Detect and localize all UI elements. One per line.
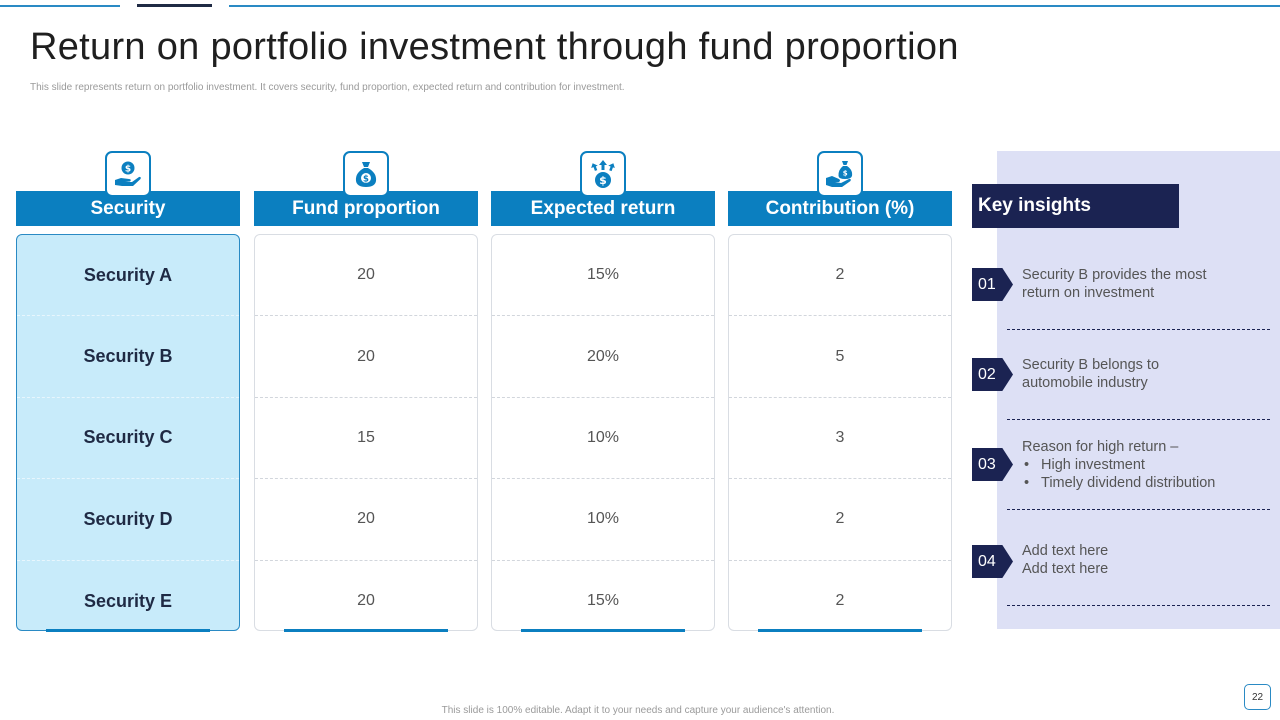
insight-text: Add text here Add text here	[1022, 542, 1108, 578]
insights-panel	[997, 151, 1280, 629]
table-cell: 2	[729, 235, 951, 317]
table-cell: Security B	[17, 316, 239, 398]
column-underline	[758, 629, 922, 632]
svg-text:$: $	[363, 174, 369, 184]
insight-line: return on investment	[1022, 285, 1155, 301]
top-rule-right	[229, 5, 1280, 7]
table-cell: 20%	[492, 316, 714, 398]
table-cell: 3	[729, 398, 951, 480]
fund-proportion-cells: 20 20 15 20 20	[254, 234, 478, 631]
insight-divider	[1007, 509, 1270, 510]
insight-line: Security B provides the most	[1022, 267, 1207, 283]
table-cell: 5	[729, 316, 951, 398]
insight-divider	[1007, 329, 1270, 330]
insight-line: automobile industry	[1022, 375, 1148, 391]
insight-bullet: High investment	[1022, 456, 1215, 474]
table-cell: Security C	[17, 398, 239, 480]
table-cell: 20	[255, 235, 477, 317]
top-rule-accent	[137, 4, 212, 7]
insight-text: Security B provides the most return on i…	[1022, 266, 1207, 302]
insights-title: Key insights	[972, 184, 1179, 228]
svg-text:$: $	[843, 170, 848, 178]
table-cell: Security E	[83, 590, 173, 611]
insight-line: Add text here	[1022, 561, 1109, 577]
insight-text: Security B belongs to automobile industr…	[1022, 356, 1159, 392]
fund-proportion-column: $ Fund proportion 20 20 15 20 20	[254, 151, 478, 633]
hand-coin-icon: $	[817, 151, 863, 197]
svg-text:$: $	[125, 165, 131, 175]
column-underline	[284, 629, 448, 632]
table-cell: 2	[729, 479, 951, 561]
table-cell: Security D	[17, 479, 239, 561]
insight-bullet: Timely dividend distribution	[1022, 474, 1215, 492]
money-bag-icon: $	[343, 151, 389, 197]
footer-note: This slide is 100% editable. Adapt it to…	[441, 705, 835, 716]
insight-line: Add text here	[1022, 543, 1109, 559]
fund-proportion-header: Fund proportion	[254, 191, 478, 226]
contribution-column: $ Contribution (%) 2 5 3 2 2	[728, 151, 952, 633]
security-column: $ Security Security A Security B Securit…	[16, 151, 240, 633]
table-cell: 2	[835, 592, 845, 610]
column-underline	[46, 629, 210, 632]
table-cell: 20	[255, 479, 477, 561]
contribution-cells: 2 5 3 2 2	[728, 234, 952, 631]
dollar-growth-icon: $	[580, 151, 626, 197]
table-cell: 20	[255, 316, 477, 398]
security-cells: Security A Security B Security C Securit…	[16, 234, 240, 631]
hand-money-icon: $	[105, 151, 151, 197]
table-cell: 15%	[586, 592, 620, 610]
table-cell: 10%	[492, 398, 714, 480]
expected-return-cells: 15% 20% 10% 10% 15%	[491, 234, 715, 631]
page-subtitle: This slide represents return on portfoli…	[30, 82, 625, 93]
insight-line: Security B belongs to	[1022, 357, 1160, 373]
top-rule-left	[0, 5, 120, 7]
table-cell: 15%	[492, 235, 714, 317]
page-number: 22	[1244, 684, 1271, 710]
column-underline	[521, 629, 685, 632]
table-cell: Security A	[17, 235, 239, 317]
table-cell: 20	[357, 592, 375, 610]
svg-text:$: $	[599, 174, 607, 187]
insight-line: Reason for high return –	[1022, 439, 1179, 455]
insight-divider	[1007, 605, 1270, 606]
page-title: Return on portfolio investment through f…	[30, 26, 959, 68]
table-cell: 10%	[492, 479, 714, 561]
table-cell: 15	[255, 398, 477, 480]
insight-divider	[1007, 419, 1270, 420]
expected-return-column: $ Expected return 15% 20% 10% 10% 15%	[491, 151, 715, 633]
insight-text: Reason for high return – High investment…	[1022, 438, 1215, 492]
security-header: Security	[16, 191, 240, 226]
